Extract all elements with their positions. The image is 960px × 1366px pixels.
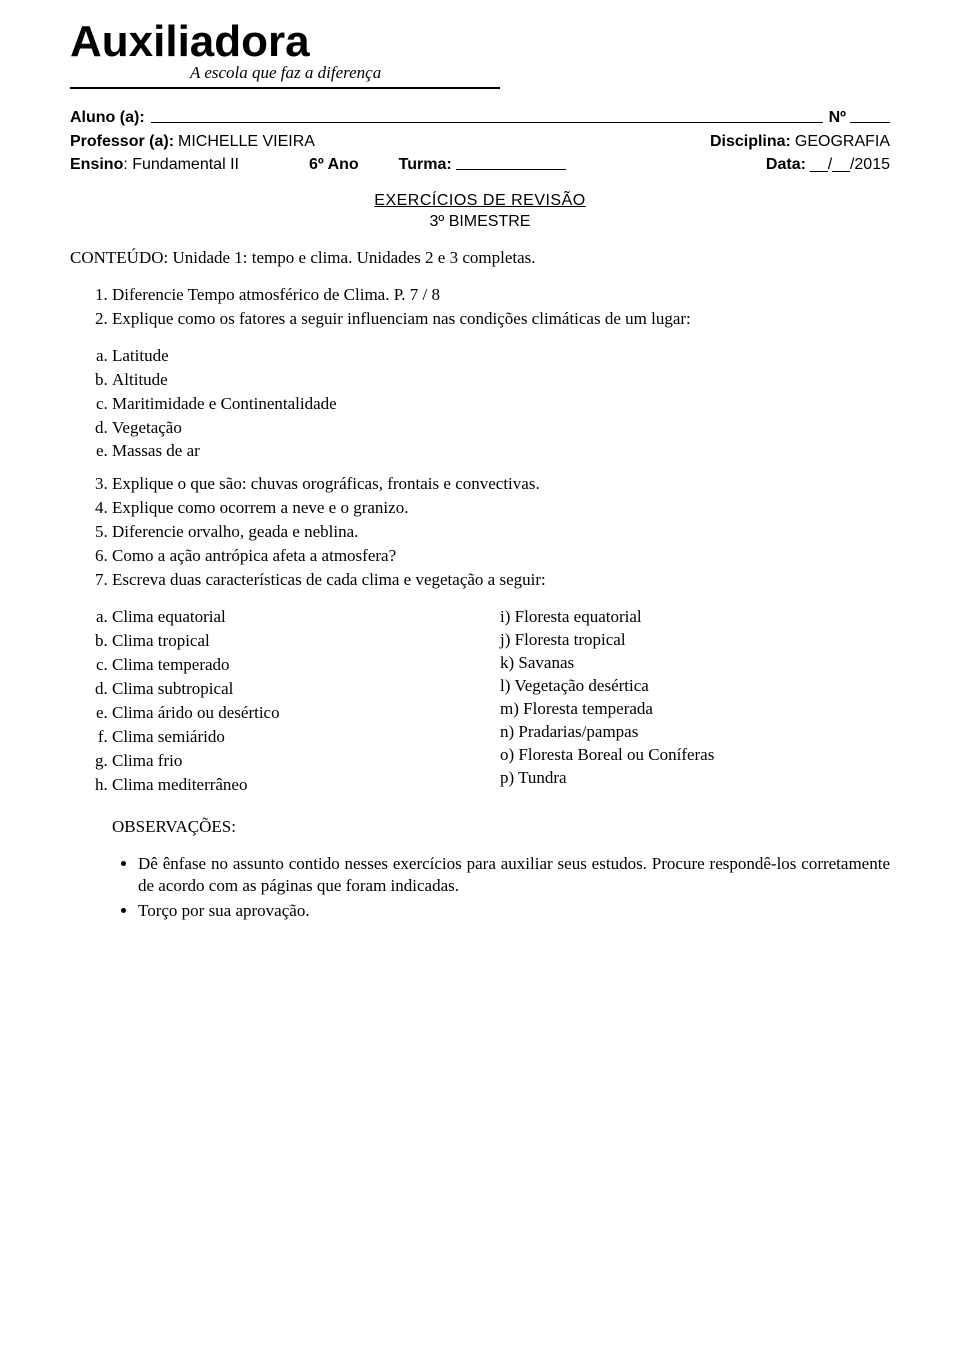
obs-item-1: Dê ênfase no assunto contido nesses exer… [138, 853, 890, 899]
title-main: EXERCÍCIOS DE REVISÃO [70, 190, 890, 212]
q7-left-list: Clima equatorial Clima tropical Clima te… [70, 606, 460, 797]
q2-intro: Explique como os fatores a seguir influe… [112, 309, 691, 328]
obs-item-2: Torço por sua aprovação. [138, 900, 890, 923]
ano-value: 6º Ano [309, 154, 359, 176]
q7-j: Floresta tropical [500, 629, 890, 652]
q7-left-col: Clima equatorial Clima tropical Clima te… [70, 606, 460, 798]
q7-g: Clima frio [112, 750, 460, 773]
q7-right-col: Floresta equatorial Floresta tropical Sa… [500, 606, 890, 798]
aluno-blank [151, 107, 823, 123]
data-label: Data: [766, 154, 806, 176]
question-list-top: Diferencie Tempo atmosférico de Clima. P… [70, 284, 890, 331]
q7-e: Clima árido ou desértico [112, 702, 460, 725]
q7: Escreva duas características de cada cli… [112, 569, 890, 592]
question-list-mid: Explique o que são: chuvas orográficas, … [70, 473, 890, 592]
professor-value: MICHELLE VIEIRA [178, 131, 315, 153]
ensino-label: Ensino [70, 154, 123, 176]
q7-n: Pradarias/pampas [500, 721, 890, 744]
q2-c: Maritimidade e Continentalidade [112, 393, 890, 416]
disciplina-label: Disciplina: [710, 131, 791, 153]
obs-list: Dê ênfase no assunto contido nesses exer… [70, 853, 890, 924]
q5: Diferencie orvalho, geada e neblina. [112, 521, 890, 544]
aluno-label: Aluno (a): [70, 107, 145, 129]
worksheet-header: Aluno (a): Nº Professor (a): MICHELLE VI… [70, 107, 890, 176]
school-logo-name: Auxiliadora [70, 20, 890, 64]
ensino-value: : Fundamental II [123, 154, 239, 176]
q6: Como a ação antrópica afeta a atmosfera? [112, 545, 890, 568]
q2-d: Vegetação [112, 417, 890, 440]
q2-b: Altitude [112, 369, 890, 392]
professor-label: Professor (a): [70, 131, 174, 153]
q1: Diferencie Tempo atmosférico de Clima. P… [112, 284, 890, 307]
q7-l: Vegetação desértica [500, 675, 890, 698]
q7-d: Clima subtropical [112, 678, 460, 701]
q2-a: Latitude [112, 345, 890, 368]
q7-right-list: Floresta equatorial Floresta tropical Sa… [500, 606, 890, 790]
turma-label: Turma: [399, 154, 452, 176]
school-tagline: A escola que faz a diferença [190, 62, 890, 85]
q7-two-columns: Clima equatorial Clima tropical Clima te… [70, 606, 890, 798]
n-label: Nº [829, 107, 846, 129]
q2-sublist: Latitude Altitude Maritimidade e Contine… [70, 345, 890, 464]
q7-p: Tundra [500, 767, 890, 790]
q7-i: Floresta equatorial [500, 606, 890, 629]
q2-e: Massas de ar [112, 440, 890, 463]
disciplina-value: GEOGRAFIA [795, 131, 890, 153]
obs-title: OBSERVAÇÕES: [112, 816, 890, 839]
q7-b: Clima tropical [112, 630, 460, 653]
q7-k: Savanas [500, 652, 890, 675]
title-sub: 3º BIMESTRE [70, 211, 890, 233]
q7-m: Floresta temperada [500, 698, 890, 721]
q7-f: Clima semiárido [112, 726, 460, 749]
n-blank [850, 107, 890, 123]
q7-c: Clima temperado [112, 654, 460, 677]
q3: Explique o que são: chuvas orográficas, … [112, 473, 890, 496]
q2: Explique como os fatores a seguir influe… [112, 308, 890, 331]
q7-h: Clima mediterrâneo [112, 774, 460, 797]
q4: Explique como ocorrem a neve e o granizo… [112, 497, 890, 520]
q7-o: Floresta Boreal ou Coníferas [500, 744, 890, 767]
data-value: __/__/2015 [810, 154, 890, 176]
logo-underline [70, 87, 500, 89]
school-logo-block: Auxiliadora A escola que faz a diferença [70, 20, 890, 89]
conteudo-line: CONTEÚDO: Unidade 1: tempo e clima. Unid… [70, 247, 890, 270]
turma-blank [456, 154, 566, 170]
q7-a: Clima equatorial [112, 606, 460, 629]
title-block: EXERCÍCIOS DE REVISÃO 3º BIMESTRE [70, 190, 890, 233]
